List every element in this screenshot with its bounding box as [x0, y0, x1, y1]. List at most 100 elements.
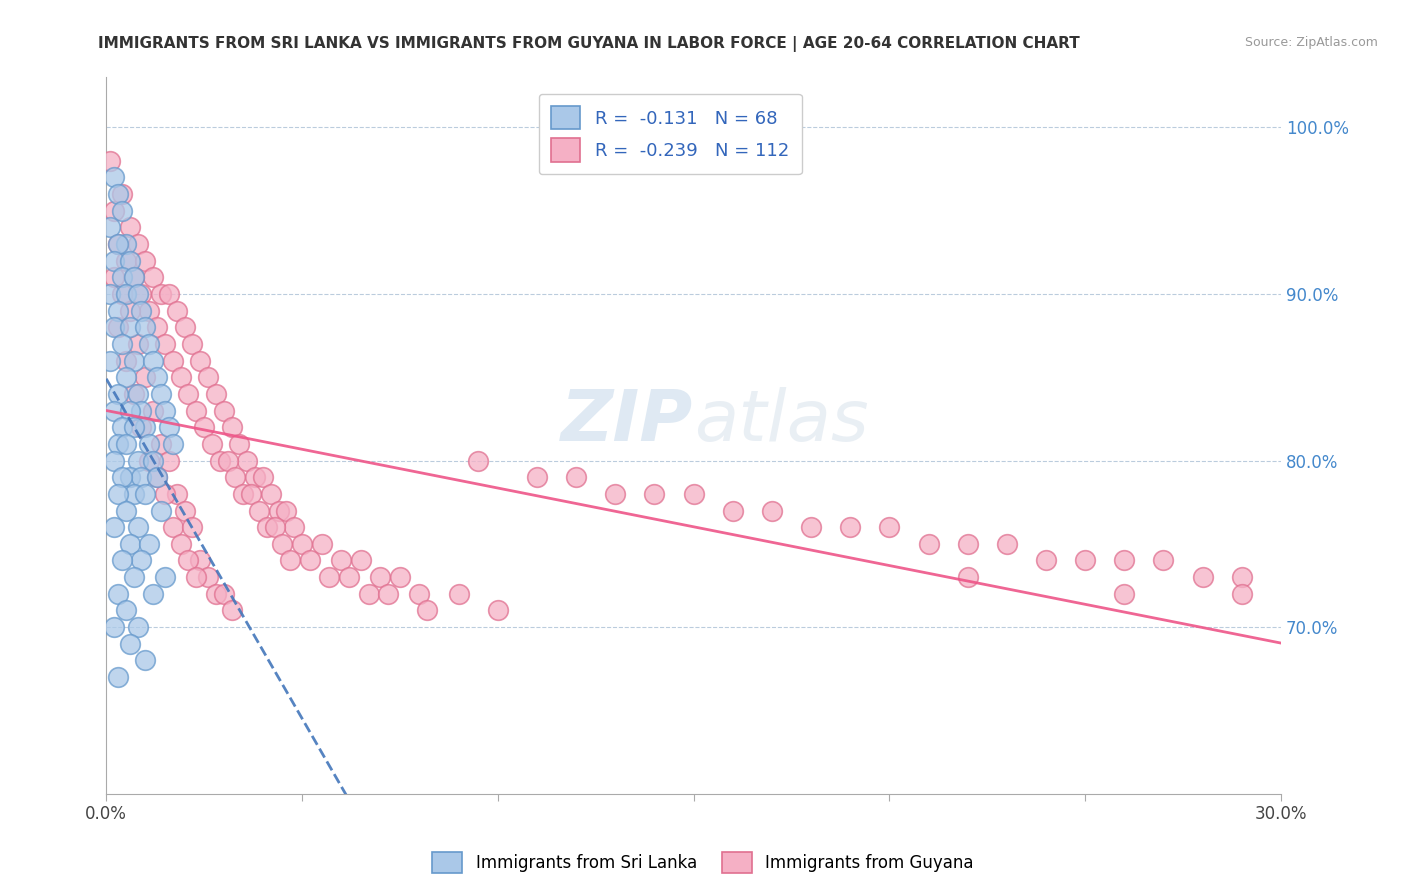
Point	[131, 303, 153, 318]
Point	[111, 287, 134, 301]
Point	[276, 503, 298, 517]
Point	[565, 470, 588, 484]
Point	[247, 503, 270, 517]
Point	[131, 420, 153, 434]
Point	[114, 503, 136, 517]
Point	[103, 203, 125, 218]
Point	[138, 453, 160, 467]
Point	[330, 553, 353, 567]
Point	[1114, 587, 1136, 601]
Point	[157, 420, 180, 434]
Point	[388, 570, 411, 584]
Point	[138, 303, 160, 318]
Point	[107, 320, 129, 334]
Point	[232, 487, 254, 501]
Point	[177, 553, 200, 567]
Point	[98, 153, 121, 168]
Point	[103, 320, 125, 334]
Point	[416, 603, 439, 617]
Point	[153, 403, 176, 417]
Point	[111, 270, 134, 285]
Point	[122, 420, 145, 434]
Point	[260, 487, 283, 501]
Point	[201, 437, 224, 451]
Point	[103, 620, 125, 634]
Point	[138, 437, 160, 451]
Point	[127, 337, 149, 351]
Point	[142, 403, 165, 417]
Point	[162, 353, 184, 368]
Point	[142, 587, 165, 601]
Point	[956, 570, 979, 584]
Point	[169, 370, 191, 384]
Point	[228, 437, 250, 451]
Point	[127, 620, 149, 634]
Point	[107, 587, 129, 601]
Point	[107, 303, 129, 318]
Point	[252, 470, 274, 484]
Point	[267, 503, 290, 517]
Point	[134, 253, 156, 268]
Point	[186, 570, 208, 584]
Point	[114, 370, 136, 384]
Text: ZIP: ZIP	[561, 387, 693, 456]
Point	[103, 170, 125, 185]
Point	[169, 537, 191, 551]
Point	[146, 470, 169, 484]
Point	[138, 337, 160, 351]
Point	[122, 387, 145, 401]
Point	[122, 570, 145, 584]
Point	[118, 403, 141, 417]
Point	[761, 503, 783, 517]
Point	[205, 387, 228, 401]
Point	[318, 570, 340, 584]
Point	[217, 453, 239, 467]
Point	[107, 437, 129, 451]
Point	[357, 587, 380, 601]
Point	[197, 570, 219, 584]
Point	[166, 487, 188, 501]
Point	[467, 453, 489, 467]
Point	[127, 237, 149, 252]
Point	[134, 320, 156, 334]
Point	[103, 270, 125, 285]
Point	[337, 570, 360, 584]
Point	[103, 520, 125, 534]
Point	[311, 537, 333, 551]
Point	[146, 470, 169, 484]
Point	[181, 520, 204, 534]
Point	[114, 237, 136, 252]
Point	[370, 570, 392, 584]
Point	[142, 453, 165, 467]
Point	[103, 253, 125, 268]
Point	[98, 287, 121, 301]
Point	[122, 270, 145, 285]
Point	[879, 520, 901, 534]
Point	[283, 520, 305, 534]
Point	[1035, 553, 1057, 567]
Point	[134, 487, 156, 501]
Point	[142, 270, 165, 285]
Point	[212, 403, 235, 417]
Point	[212, 587, 235, 601]
Point	[181, 337, 204, 351]
Point	[138, 537, 160, 551]
Point	[271, 537, 294, 551]
Point	[114, 437, 136, 451]
Point	[118, 637, 141, 651]
Point	[111, 187, 134, 202]
Point	[150, 437, 173, 451]
Point	[98, 353, 121, 368]
Point	[118, 470, 141, 484]
Point	[114, 603, 136, 617]
Point	[188, 553, 211, 567]
Point	[131, 553, 153, 567]
Point	[111, 337, 134, 351]
Point	[682, 487, 704, 501]
Point	[221, 603, 243, 617]
Point	[263, 520, 285, 534]
Point	[408, 587, 430, 601]
Point	[114, 353, 136, 368]
Point	[150, 287, 173, 301]
Point	[118, 303, 141, 318]
